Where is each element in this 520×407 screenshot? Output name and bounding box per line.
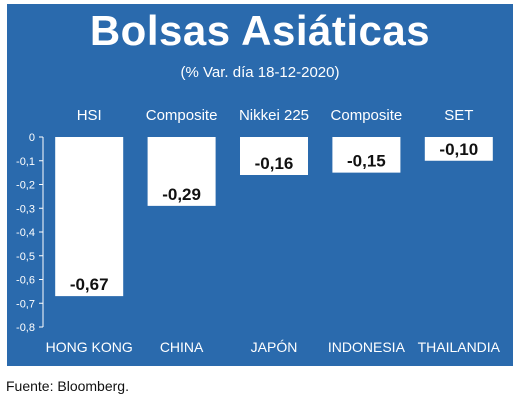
y-tick-label: 0	[29, 132, 35, 144]
bar-value-label: -0,15	[347, 152, 386, 171]
bar	[240, 137, 308, 175]
bar-value-label: -0,67	[70, 275, 109, 294]
chart-title: Bolsas Asiáticas	[89, 7, 431, 54]
index-label: Composite	[331, 107, 403, 124]
bar-value-label: -0,29	[162, 185, 201, 204]
bar-value-label: -0,10	[439, 140, 478, 159]
index-label: HSI	[77, 107, 102, 124]
index-label: Composite	[146, 107, 218, 124]
bar-value-label: -0,16	[255, 154, 294, 173]
bar	[147, 137, 216, 206]
chart-subtitle: (% Var. día 18-12-2020)	[180, 64, 340, 81]
y-tick-label: -0,5	[16, 251, 35, 263]
y-tick-label: -0,2	[16, 180, 35, 192]
bar	[332, 137, 401, 173]
category-label: HONG KONG	[46, 339, 133, 355]
y-tick-label: -0,6	[16, 275, 35, 287]
y-tick-label: -0,1	[16, 156, 35, 168]
source-note: Fuente: Bloomberg.	[6, 378, 129, 394]
index-label: SET	[444, 107, 473, 124]
category-label: JAPÓN	[251, 339, 298, 355]
category-label: THAILANDIA	[418, 339, 501, 355]
bar	[424, 137, 493, 161]
y-tick-label: -0,8	[16, 322, 35, 334]
y-tick-label: -0,3	[16, 203, 35, 215]
category-label: CHINA	[160, 339, 204, 355]
bar	[55, 137, 124, 297]
y-tick-label: -0,7	[16, 298, 35, 310]
y-tick-label: -0,4	[16, 227, 35, 239]
category-label: INDONESIA	[328, 339, 406, 355]
index-label: Nikkei 225	[239, 107, 309, 124]
